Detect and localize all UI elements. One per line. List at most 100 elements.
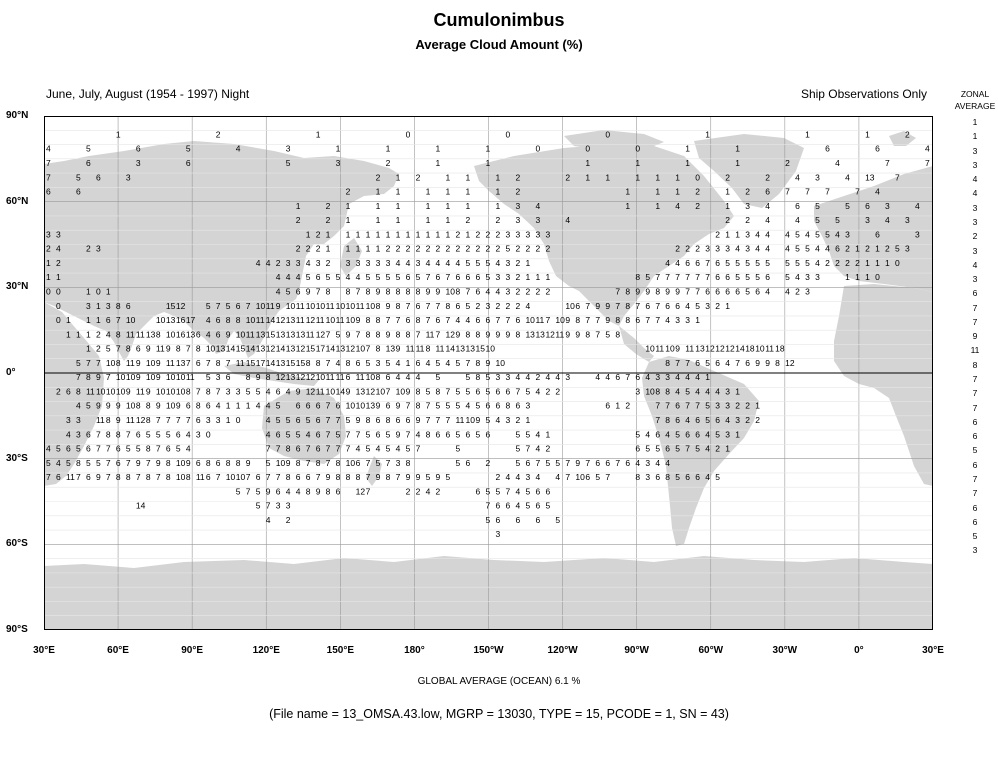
cell-value: 9 <box>436 286 441 296</box>
cell-value: 9 <box>156 458 161 468</box>
cell-value: 5 <box>675 429 680 439</box>
zonal-average-value: 6 <box>972 516 978 527</box>
cell-value: 6 <box>316 444 321 454</box>
cell-value: 7 <box>156 415 161 425</box>
chart-subtitle: Average Cloud Amount (%) <box>415 37 583 52</box>
cell-value: 2 <box>515 187 520 197</box>
cell-value: 1 <box>346 244 351 254</box>
cell-value: 7 <box>76 372 81 382</box>
cell-value: 3 <box>495 529 500 539</box>
cell-value: 5 <box>286 286 291 296</box>
cell-value: 10 <box>126 372 136 382</box>
cell-value: 11 <box>555 329 564 339</box>
land-europe <box>814 166 933 292</box>
zonal-average-value: 6 <box>972 431 978 442</box>
cell-value: 7 <box>196 386 201 396</box>
cell-value: 2 <box>495 229 500 239</box>
cell-value: 10 <box>166 401 176 411</box>
cell-value: 13 <box>256 344 266 354</box>
cell-value: 5 <box>805 258 810 268</box>
cell-value: 2 <box>416 486 421 496</box>
cell-value: 5 <box>685 386 690 396</box>
cell-value: 5 <box>266 458 271 468</box>
cell-value: 9 <box>486 329 491 339</box>
cell-value: 6 <box>515 401 520 411</box>
cell-value: 8 <box>625 301 630 311</box>
cell-value: 4 <box>296 486 301 496</box>
cell-value: 1 <box>545 272 550 282</box>
cell-value: 2 <box>316 229 321 239</box>
cell-value: 1 <box>66 315 71 325</box>
cell-value: 9 <box>386 301 391 311</box>
cell-value: 2 <box>725 172 730 182</box>
cell-value: 1 <box>426 215 431 225</box>
cell-value: 10 <box>106 358 116 368</box>
cell-value: 10 <box>286 301 296 311</box>
cell-value: 11 <box>326 301 335 311</box>
cell-value: 6 <box>685 472 690 482</box>
cell-value: 6 <box>186 158 191 168</box>
cell-value: 1 <box>725 444 730 454</box>
cell-value: 5 <box>66 458 71 468</box>
cell-value: 9 <box>126 386 131 396</box>
cell-value: 8 <box>635 272 640 282</box>
cell-value: 6 <box>86 444 91 454</box>
longitude-label: 0° <box>854 645 864 656</box>
cell-value: 11 <box>535 315 544 325</box>
period-label: June, July, August (1954 - 1997) Night <box>46 87 250 101</box>
cell-value: 7 <box>406 401 411 411</box>
cell-value: 10 <box>366 301 376 311</box>
cell-value: 5 <box>805 244 810 254</box>
cell-value: 4 <box>735 244 740 254</box>
cell-value: 2 <box>96 329 101 339</box>
cell-value: 7 <box>635 301 640 311</box>
cell-value: 4 <box>685 372 690 382</box>
cell-value: 13 <box>256 329 266 339</box>
cell-value: 11 <box>96 415 105 425</box>
cell-value: 5 <box>795 229 800 239</box>
cell-value: 3 <box>495 272 500 282</box>
cell-value: 10 <box>346 458 356 468</box>
cell-value: 11 <box>406 344 415 354</box>
cell-value: 1 <box>495 187 500 197</box>
cell-value: 7 <box>805 187 810 197</box>
cell-value: 10 <box>316 301 326 311</box>
cell-value: 12 <box>346 344 356 354</box>
cell-value: 7 <box>585 458 590 468</box>
cell-value: 6 <box>436 315 441 325</box>
cell-value: 8 <box>505 401 510 411</box>
cell-value: 7 <box>615 301 620 311</box>
cell-value: 15 <box>166 301 176 311</box>
cell-value: 6 <box>406 315 411 325</box>
cell-value: 4 <box>925 144 930 154</box>
cell-value: 12 <box>366 386 376 396</box>
cell-value: 5 <box>436 372 441 382</box>
cell-value: 8 <box>406 286 411 296</box>
cell-value: 10 <box>525 315 535 325</box>
source-label: Ship Observations Only <box>800 87 927 101</box>
cell-value: 4 <box>675 386 680 396</box>
cell-value: 8 <box>416 401 421 411</box>
cell-value: 9 <box>645 286 650 296</box>
cell-value: 10 <box>336 301 346 311</box>
cell-value: 7 <box>595 329 600 339</box>
cell-value: 6 <box>755 286 760 296</box>
cell-value: 6 <box>196 458 201 468</box>
cell-value: 5 <box>825 229 830 239</box>
cell-value: 8 <box>206 386 211 396</box>
cell-value: 12 <box>785 358 795 368</box>
zonal-average-value: 4 <box>972 259 978 270</box>
cell-value: 5 <box>725 258 730 268</box>
cell-value: 5 <box>486 272 491 282</box>
cell-value: 2 <box>725 215 730 225</box>
cell-value: 6 <box>196 415 201 425</box>
zonal-average-value: 6 <box>972 502 978 513</box>
cell-value: 5 <box>545 501 550 511</box>
cell-value: 5 <box>386 429 391 439</box>
cell-value: 4 <box>306 429 311 439</box>
cell-value: 3 <box>645 458 650 468</box>
cell-value: 0 <box>505 129 510 139</box>
cell-value: 6 <box>715 272 720 282</box>
cell-value: 2 <box>46 244 51 254</box>
cell-value: 13 <box>456 344 466 354</box>
